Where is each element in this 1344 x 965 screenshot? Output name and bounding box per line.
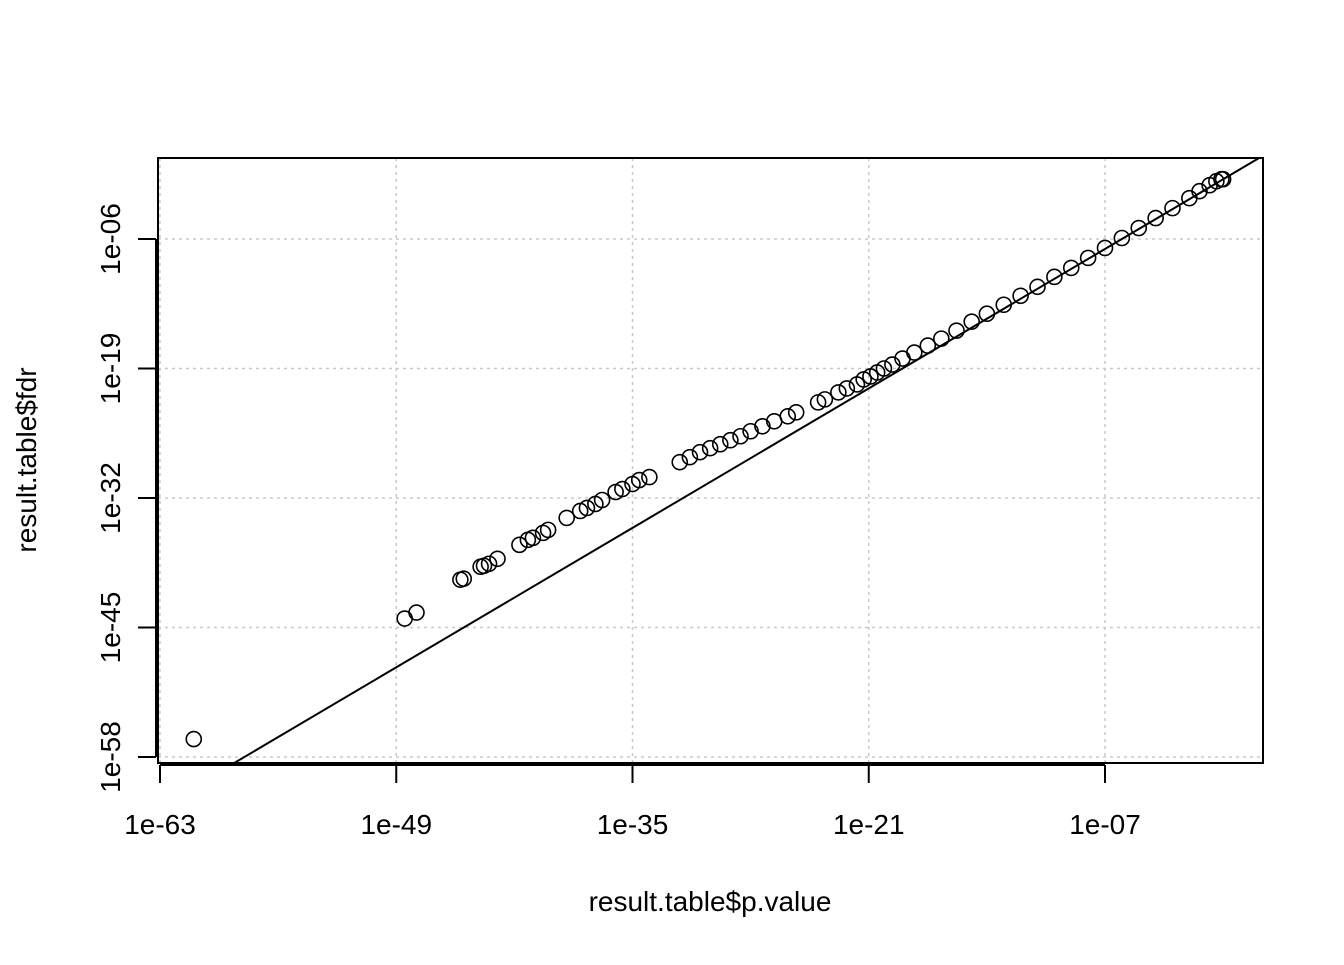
data-point <box>614 480 631 498</box>
data-point <box>742 422 759 440</box>
reference-line-layer <box>232 158 1262 763</box>
data-point <box>539 521 557 539</box>
data-point <box>671 453 689 471</box>
x-tick-label: 1e-21 <box>833 809 905 840</box>
x-tick-label: 1e-35 <box>597 809 669 840</box>
data-point <box>593 491 611 509</box>
data-point <box>1046 268 1063 286</box>
data-point <box>455 570 473 587</box>
data-point <box>838 380 856 397</box>
data-point <box>995 296 1013 314</box>
data-point <box>816 391 834 408</box>
y-axis-title: result.table$fdr <box>11 367 42 552</box>
data-point <box>691 443 709 461</box>
data-point <box>711 435 729 453</box>
data-point <box>1130 219 1148 237</box>
y-tick-label: 1e-45 <box>95 592 126 664</box>
data-point <box>578 499 596 517</box>
data-point <box>1214 170 1232 188</box>
data-point <box>948 322 965 339</box>
data-points <box>185 170 1232 748</box>
data-point <box>779 408 797 425</box>
data-point <box>933 330 950 347</box>
y-tick-label: 1e-58 <box>95 721 126 793</box>
data-point <box>1062 259 1080 277</box>
data-point <box>408 604 425 621</box>
data-point <box>630 471 648 489</box>
data-point <box>1113 229 1131 247</box>
y-axis: 1e-58 1e-45 1e-32 1e-19 1e-06 <box>95 203 157 793</box>
data-point <box>732 427 749 445</box>
data-point <box>1079 249 1097 267</box>
data-point <box>1147 209 1164 227</box>
x-tick-label: 1e-63 <box>124 809 196 840</box>
data-point <box>558 509 575 527</box>
data-point <box>884 356 901 373</box>
data-point <box>722 431 739 449</box>
y-tick-label: 1e-06 <box>95 203 126 275</box>
grid-lines <box>158 158 1263 763</box>
data-point <box>185 730 203 748</box>
plot-frame <box>157 157 1264 764</box>
data-point <box>1096 239 1114 257</box>
data-point <box>978 305 996 323</box>
data-point <box>830 384 847 401</box>
data-point <box>875 360 893 377</box>
data-point <box>701 439 719 457</box>
data-point <box>1164 199 1181 217</box>
x-tick-label: 1e-49 <box>360 809 432 840</box>
x-axis: 1e-63 1e-49 1e-35 1e-21 1e-07 <box>124 764 1141 840</box>
x-tick-label: 1e-07 <box>1069 809 1141 840</box>
data-point <box>396 610 413 627</box>
data-point <box>1029 278 1046 296</box>
data-point <box>480 555 498 573</box>
data-point <box>681 448 699 466</box>
data-point <box>641 468 658 486</box>
data-point <box>919 337 937 354</box>
data-point <box>511 536 528 554</box>
data-point <box>524 529 542 547</box>
identity-reference-line <box>232 158 1262 763</box>
data-point <box>754 417 771 435</box>
y-tick-label: 1e-19 <box>95 333 126 405</box>
data-point <box>963 313 980 330</box>
x-axis-title: result.table$p.value <box>589 886 832 917</box>
data-point <box>489 550 506 568</box>
data-point <box>1191 182 1208 200</box>
data-point <box>787 404 805 421</box>
y-tick-label: 1e-32 <box>95 462 126 534</box>
data-point <box>906 344 923 361</box>
data-point <box>1012 287 1029 305</box>
